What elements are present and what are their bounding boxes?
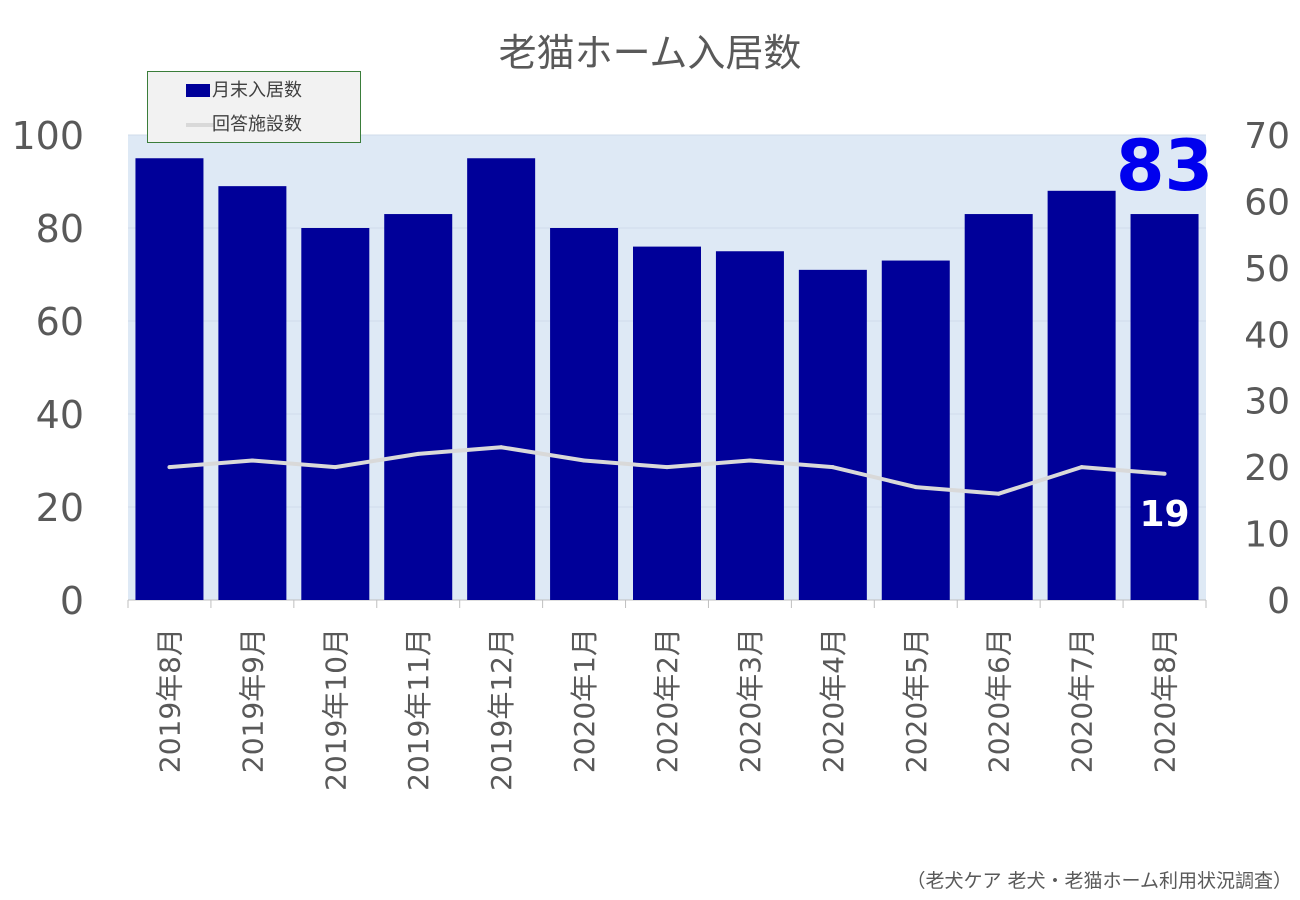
x-tick-label: 2020年5月 xyxy=(900,628,933,773)
line-point xyxy=(167,465,172,470)
x-tick-label: 2020年1月 xyxy=(568,628,601,773)
bar xyxy=(881,260,950,600)
bar xyxy=(964,214,1033,601)
y-right-tick-label: 70 xyxy=(1244,116,1290,157)
x-tick-label: 2020年3月 xyxy=(734,628,767,773)
y-right-tick-label: 0 xyxy=(1267,581,1290,622)
y-left-tick-label: 0 xyxy=(60,579,84,623)
x-tick-label: 2019年12月 xyxy=(485,628,518,791)
x-tick-label: 2020年7月 xyxy=(1066,628,1099,773)
line-value-label-last: 19 xyxy=(1139,494,1189,535)
x-tick-label: 2020年4月 xyxy=(817,628,850,773)
bar xyxy=(1130,214,1199,601)
x-tick-label: 2019年8月 xyxy=(153,628,186,773)
line-point xyxy=(250,458,255,463)
bar xyxy=(301,228,370,600)
bar xyxy=(550,228,619,600)
legend: 月末入居数 回答施設数 xyxy=(147,71,361,143)
legend-swatch-line xyxy=(186,123,214,127)
y-right-tick-label: 20 xyxy=(1244,448,1290,489)
bar xyxy=(798,269,867,600)
chart-title: 老猫ホーム入居数 xyxy=(498,31,802,75)
y-right-tick-label: 60 xyxy=(1244,182,1290,223)
line-point xyxy=(747,458,752,463)
y-left-tick-label: 60 xyxy=(36,300,84,344)
source-note: （老犬ケア 老犬・老猫ホーム利用状況調査） xyxy=(906,870,1292,892)
line-point xyxy=(830,465,835,470)
line-point xyxy=(416,451,421,456)
x-tick-label: 2020年8月 xyxy=(1149,628,1182,773)
bar-value-label-last: 83 xyxy=(1116,125,1213,207)
line-point xyxy=(499,445,504,450)
y-left-tick-label: 100 xyxy=(11,114,84,158)
x-tick-label: 2019年10月 xyxy=(319,628,352,791)
line-point xyxy=(582,458,587,463)
line-point xyxy=(913,485,918,490)
y-left-tick-label: 40 xyxy=(36,393,84,437)
line-point xyxy=(665,465,669,470)
line-point xyxy=(333,465,338,470)
line-point xyxy=(996,491,1001,496)
bar xyxy=(715,251,784,600)
x-tick-label: 2020年6月 xyxy=(983,628,1016,773)
legend-label-line: 回答施設数 xyxy=(212,114,302,135)
x-tick-label: 2019年11月 xyxy=(402,628,435,791)
y-left-tick-label: 80 xyxy=(36,207,84,251)
y-right-tick-label: 10 xyxy=(1244,515,1290,556)
bar xyxy=(1047,190,1116,601)
x-tick-label: 2020年2月 xyxy=(651,628,684,773)
bar xyxy=(633,246,701,600)
bar xyxy=(218,186,287,600)
y-right-tick-label: 50 xyxy=(1244,249,1290,290)
x-tick-label: 2019年9月 xyxy=(236,628,269,773)
bar xyxy=(467,158,536,600)
y-right-tick-label: 40 xyxy=(1244,315,1290,356)
bar xyxy=(384,214,453,601)
y-right-tick-label: 30 xyxy=(1244,382,1290,423)
line-point xyxy=(1079,465,1084,470)
line-point xyxy=(1162,471,1167,476)
legend-swatch-bar xyxy=(186,84,210,97)
y-left-tick-label: 20 xyxy=(36,486,84,530)
legend-label-bar: 月末入居数 xyxy=(212,80,302,101)
bar xyxy=(135,158,204,600)
